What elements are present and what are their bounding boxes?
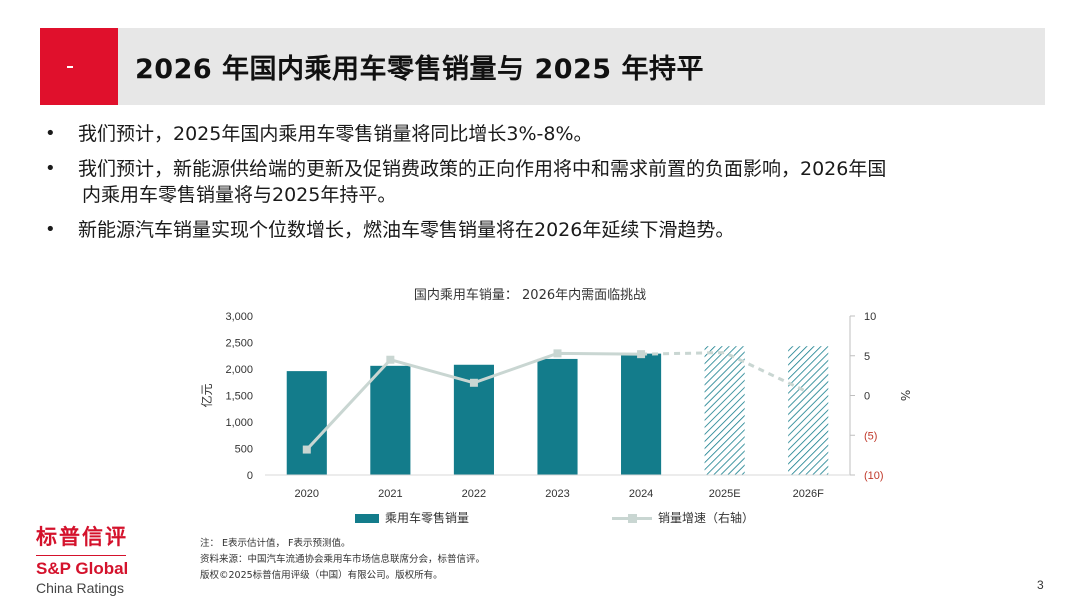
chart-title: 国内乘用车销量： 2026年内需面临挑战 bbox=[413, 288, 647, 303]
legend-item-line: 销量增速（右轴） bbox=[612, 509, 754, 526]
x-axis-tick-label: 2020 bbox=[295, 488, 319, 500]
logo-subtitle: China Ratings bbox=[36, 580, 124, 596]
legend-label-bar: 乘用车零售销量 bbox=[385, 511, 470, 525]
left-axis-tick-label: 0 bbox=[247, 470, 253, 482]
bullet-dot: • bbox=[45, 158, 56, 179]
bullet-list: • 我们预计，2025年国内乘用车零售销量将同比增长3%-8%。 • 我们预计，… bbox=[45, 121, 1045, 252]
left-axis-tick-label: 500 bbox=[235, 444, 253, 456]
left-axis-tick-label: 1,500 bbox=[225, 391, 253, 403]
slide-title: 2026 年国内乘用车零售销量与 2025 年持平 bbox=[135, 54, 704, 85]
right-axis-tick-label: (5) bbox=[864, 430, 877, 442]
bullet-item: • 新能源汽车销量实现个位数增长，燃油车零售销量将在2026年延续下滑趋势。 bbox=[45, 217, 1045, 243]
growth-line-forecast bbox=[641, 351, 809, 394]
right-axis-tick-label: 10 bbox=[864, 311, 876, 323]
y2-axis-label: % bbox=[898, 390, 912, 401]
footnote-line: 资料来源：中国汽车流通协会乘用车市场信息联席分会，标普信评。 bbox=[200, 554, 486, 565]
sp-global-logo: 标普信评 S&P Global China Ratings bbox=[36, 521, 128, 596]
title-accent-block bbox=[40, 28, 118, 105]
x-axis-tick-label: 2026F bbox=[793, 488, 824, 500]
legend-item-bar: 乘用车零售销量 bbox=[355, 509, 469, 526]
bar-2025E bbox=[704, 346, 745, 475]
title-bar bbox=[40, 28, 1045, 105]
x-axis-tick-label: 2022 bbox=[462, 488, 486, 500]
footnote-line: 注： E表示估计值， F表示预测值。 bbox=[200, 538, 351, 549]
bullet-text-continued: 内乘用车零售销量将与2025年持平。 bbox=[82, 184, 397, 206]
footnote-line: 版权©2025标普信用评级（中国）有限公司。版权所有。 bbox=[200, 570, 443, 581]
logo-chinese-text: 标普信评 bbox=[36, 525, 128, 549]
legend-label-line: 销量增速（右轴） bbox=[658, 511, 755, 525]
logo-divider bbox=[36, 555, 126, 556]
legend-swatch-line bbox=[612, 514, 652, 523]
left-axis-tick-label: 2,500 bbox=[225, 338, 253, 350]
bar-2021 bbox=[370, 365, 411, 475]
bullet-text: 我们预计，新能源供给端的更新及促销费政策的正向作用将中和需求前置的负面影响，20… bbox=[78, 158, 887, 180]
bullet-text: 新能源汽车销量实现个位数增长，燃油车零售销量将在2026年延续下滑趋势。 bbox=[78, 219, 735, 241]
growth-point-2024 bbox=[637, 350, 646, 359]
bar-2023 bbox=[537, 358, 578, 475]
y-axis-label: 亿元 bbox=[199, 383, 214, 407]
right-axis-tick-label: 0 bbox=[864, 391, 870, 403]
logo-english-text: S&P Global bbox=[36, 559, 129, 578]
bar-2024 bbox=[621, 353, 662, 475]
x-axis-tick-label: 2025E bbox=[709, 488, 741, 500]
left-axis-tick-label: 2,000 bbox=[225, 364, 253, 376]
footnotes: 注： E表示估计值， F表示预测值。 资料来源：中国汽车流通协会乘用车市场信息联… bbox=[200, 536, 485, 584]
bullet-dot: • bbox=[45, 219, 56, 240]
growth-point-2023 bbox=[553, 349, 562, 358]
x-axis-tick-label: 2021 bbox=[378, 488, 402, 500]
bullet-item: • 我们预计，新能源供给端的更新及促销费政策的正向作用将中和需求前置的负面影响，… bbox=[45, 156, 1045, 208]
bar-2020 bbox=[286, 371, 327, 475]
bar-2026F bbox=[788, 346, 829, 475]
x-axis-tick-label: 2024 bbox=[629, 488, 653, 500]
left-axis-tick-label: 1,000 bbox=[225, 417, 253, 429]
left-axis-tick-label: 3,000 bbox=[225, 311, 253, 323]
growth-point-2021 bbox=[386, 355, 395, 364]
growth-point-2022 bbox=[469, 378, 478, 387]
bullet-item: • 我们预计，2025年国内乘用车零售销量将同比增长3%-8%。 bbox=[45, 121, 1045, 147]
page-number: 3 bbox=[1037, 578, 1044, 592]
growth-point-2020 bbox=[302, 445, 311, 454]
bullet-text: 我们预计，2025年国内乘用车零售销量将同比增长3%-8%。 bbox=[78, 123, 593, 145]
legend-swatch-bar bbox=[355, 514, 379, 523]
x-axis-tick-label: 2023 bbox=[545, 488, 569, 500]
right-axis-tick-label: (10) bbox=[864, 470, 884, 482]
right-axis-tick-label: 5 bbox=[864, 351, 870, 363]
bullet-dot: • bbox=[45, 123, 56, 144]
